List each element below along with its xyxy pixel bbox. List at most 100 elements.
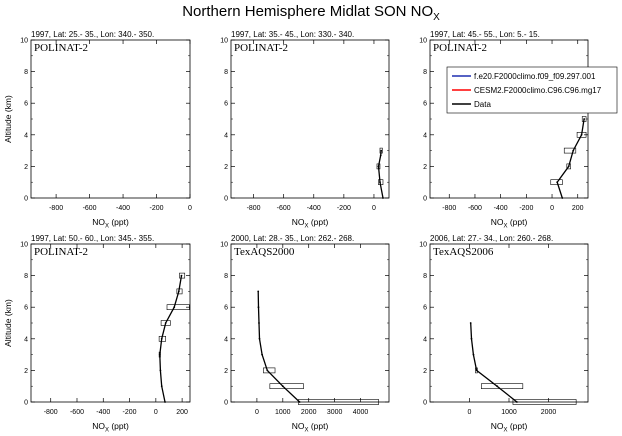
range-box (298, 399, 379, 405)
x-axis-label: NOX (ppt) (92, 217, 129, 230)
x-tick-label: 0 (154, 409, 158, 416)
y-tick-label: 2 (423, 368, 427, 375)
panel-4: 0 2 4 6 8 10 -800 -600 -400 -200 0 200 1997, Lat: 50… (3, 234, 191, 434)
data-point (475, 369, 478, 372)
series-line-data (470, 322, 518, 403)
x-axis-label-subscript: X (503, 428, 507, 434)
y-tick-label: 10 (20, 242, 28, 249)
data-point (580, 133, 583, 136)
data-point (158, 353, 161, 356)
x-tick-label: 0 (255, 409, 259, 416)
y-tick-label: 0 (24, 196, 28, 203)
y-tick-label: 10 (220, 38, 228, 45)
range-box (566, 163, 571, 170)
y-tick-label: 8 (224, 69, 228, 76)
campaign-label: POLINAT-2 (433, 42, 487, 54)
x-tick-label: 200 (176, 409, 188, 416)
data-point (377, 165, 380, 168)
panel-3: 0 2 4 6 8 10 -800 -600 -400 -200 0 200 1997, Lat: 45… (419, 30, 589, 230)
x-tick-label: 0 (550, 205, 554, 212)
data-point (173, 306, 176, 309)
x-tick-label: -800 (247, 205, 261, 212)
data-point (382, 197, 384, 199)
data-point (472, 353, 475, 356)
x-tick-label: 4000 (353, 409, 369, 416)
x-tick-label: -200 (519, 205, 533, 212)
data-point (281, 385, 284, 388)
x-axis-label-subscript: X (304, 428, 308, 434)
y-tick-label: 4 (224, 132, 228, 139)
campaign-label: POLINAT-2 (34, 42, 88, 54)
y-tick-label: 8 (24, 273, 28, 280)
y-axis-label: Altitude (km) (3, 95, 13, 143)
y-tick-label: 8 (224, 273, 228, 280)
y-tick-label: 6 (423, 101, 427, 108)
y-tick-label: 4 (24, 132, 28, 139)
panel-1: 0 2 4 6 8 10 -800 -600 -400 -200 0 1997, Lat: 25.- … (3, 30, 192, 230)
data-point (164, 401, 166, 403)
data-point (257, 290, 260, 293)
panel-title: 2006, Lat: 27.- 34., Lon: 260.- 268. (430, 234, 553, 243)
y-tick-label: 6 (24, 305, 28, 312)
y-axis-label: Altitude (km) (3, 299, 13, 347)
data-point (572, 149, 575, 152)
x-axis-label-main: NO (92, 217, 105, 227)
y-tick-label: 8 (423, 69, 427, 76)
data-point (258, 322, 260, 324)
data-point (159, 369, 162, 372)
data-point (380, 149, 383, 152)
y-tick-label: 2 (423, 164, 427, 171)
x-axis-label: NOX (ppt) (491, 421, 528, 434)
data-point (516, 401, 518, 403)
x-tick-label: -800 (44, 409, 58, 416)
figure-title: Northern Hemisphere Midlat SON NOX (182, 3, 440, 23)
y-tick-label: 8 (24, 69, 28, 76)
y-tick-label: 10 (419, 38, 427, 45)
data-point (160, 337, 163, 340)
campaign-label: TexAQS2006 (433, 246, 494, 258)
x-axis-label: NOX (ppt) (491, 217, 528, 230)
x-axis-label-unit: (ppt) (109, 217, 129, 227)
campaign-label: TexAQS2000 (234, 246, 295, 258)
x-axis-label-unit: (ppt) (507, 217, 527, 227)
panel-5: 0 2 4 6 8 10 0 1000 2000 3000 4000 2000, Lat: 28.- … (220, 234, 390, 434)
x-axis-label: NOX (ppt) (292, 217, 329, 230)
x-tick-label: -600 (83, 205, 97, 212)
legend-label: Data (474, 100, 491, 109)
data-point (258, 337, 261, 340)
y-tick-label: 2 (224, 368, 228, 375)
x-tick-label: 200 (572, 205, 584, 212)
campaign-label: POLINAT-2 (234, 42, 288, 54)
legend-box (446, 66, 618, 114)
x-tick-label: 1000 (275, 409, 291, 416)
y-tick-label: 6 (423, 305, 427, 312)
range-box (550, 179, 563, 185)
x-tick-label: -400 (307, 205, 321, 212)
y-tick-label: 6 (224, 305, 228, 312)
x-tick-label: -400 (116, 205, 130, 212)
panel-2: 0 2 4 6 8 10 -800 -600 -400 -200 0 1997, Lat: 35.- … (220, 30, 390, 230)
panels: 0 2 4 6 8 10 -800 -600 -400 -200 0 1997, Lat: 25.- … (3, 30, 589, 434)
x-axis-label-subscript: X (503, 224, 507, 230)
x-tick-label: -600 (277, 205, 291, 212)
data-point (469, 322, 472, 324)
x-axis-label-subscript: X (304, 224, 308, 230)
data-point (257, 306, 260, 309)
x-axis-label-unit: (ppt) (308, 217, 328, 227)
data-point (379, 154, 382, 157)
range-box (481, 383, 524, 390)
x-axis-label: NOX (ppt) (92, 421, 129, 434)
y-tick-label: 2 (224, 164, 228, 171)
y-tick-label: 0 (423, 400, 427, 407)
data-point (261, 353, 263, 356)
plot-frame (429, 39, 589, 199)
panel-title: 1997, Lat: 25.- 35., Lon: 340.- 350. (31, 30, 154, 39)
x-axis-label-main: NO (292, 421, 305, 431)
range-box (166, 304, 190, 311)
x-tick-label: -800 (49, 205, 63, 212)
x-tick-label: -200 (150, 205, 164, 212)
x-tick-label: -800 (442, 205, 456, 212)
data-point (470, 337, 473, 340)
x-tick-label: -400 (96, 409, 110, 416)
